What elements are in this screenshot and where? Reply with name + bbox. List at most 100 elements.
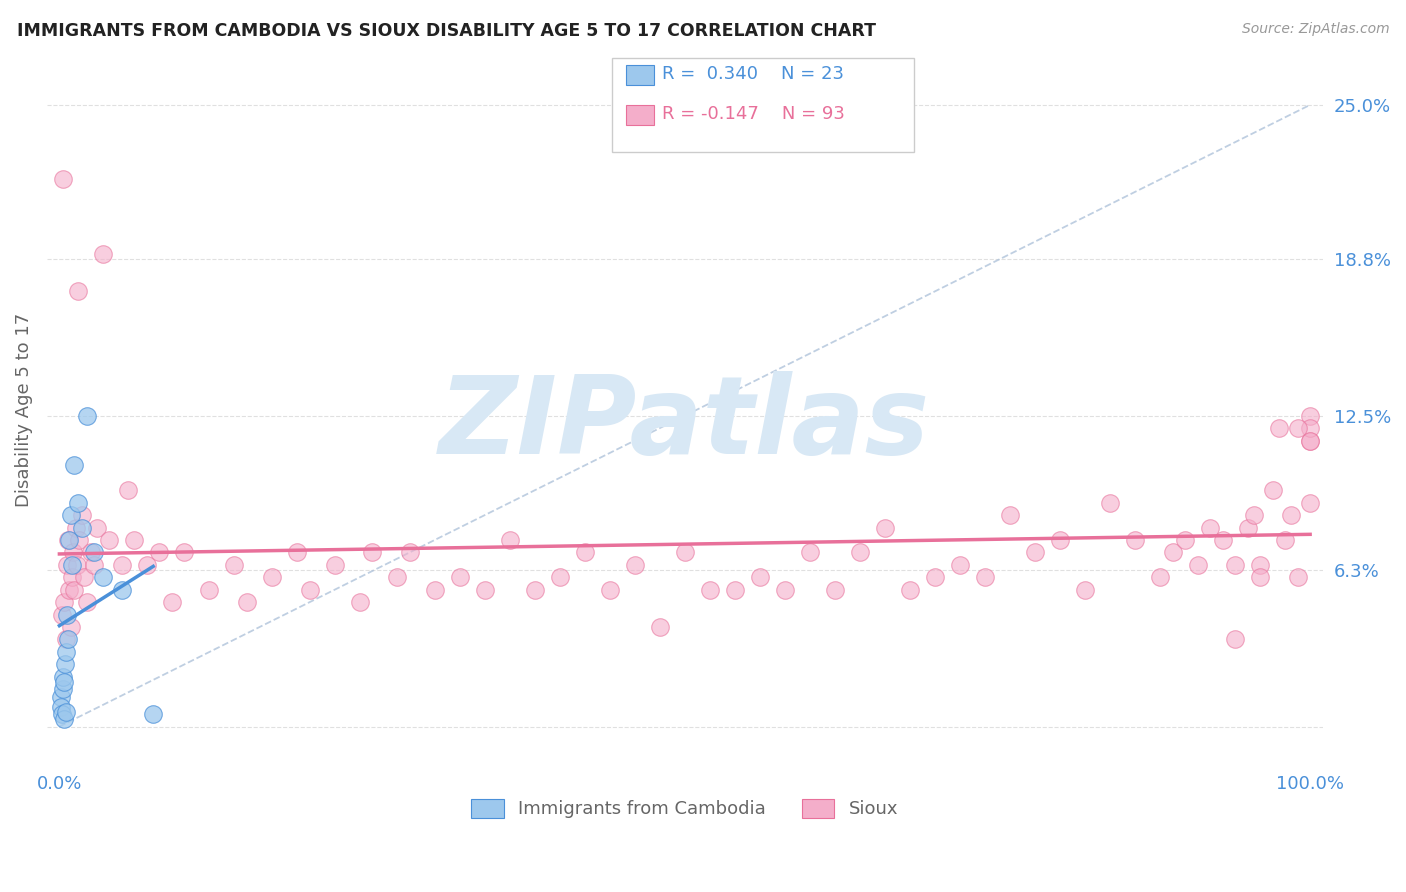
Point: [773, 582, 796, 597]
Point: [1024, 545, 1046, 559]
Point: [51, 682, 73, 697]
Point: [91, 570, 114, 584]
Point: [498, 533, 520, 547]
Point: [349, 595, 371, 609]
Point: [136, 558, 159, 572]
Point: [117, 483, 139, 498]
Point: [53, 595, 76, 609]
Point: [91, 247, 114, 261]
Point: [1299, 421, 1322, 435]
Point: [1279, 508, 1302, 523]
Point: [56, 533, 79, 547]
Point: [111, 558, 134, 572]
Point: [548, 570, 571, 584]
Point: [59, 508, 82, 523]
Point: [523, 582, 546, 597]
Point: [849, 545, 872, 559]
Point: [1261, 483, 1284, 498]
Point: [51, 607, 73, 622]
Point: [67, 496, 90, 510]
Point: [474, 582, 496, 597]
Point: [385, 570, 408, 584]
Point: [79, 545, 101, 559]
Point: [111, 582, 134, 597]
Point: [1299, 409, 1322, 423]
Point: [1236, 520, 1258, 534]
Point: [58, 582, 80, 597]
Point: [76, 595, 98, 609]
Text: ZIPatlas: ZIPatlas: [439, 371, 931, 476]
Point: [1123, 533, 1146, 547]
Point: [52, 172, 75, 186]
Point: [1299, 496, 1322, 510]
Point: [699, 582, 721, 597]
Point: [623, 558, 645, 572]
Point: [60, 570, 83, 584]
Point: [323, 558, 346, 572]
Point: [63, 458, 86, 473]
Point: [1286, 421, 1309, 435]
Point: [574, 545, 596, 559]
Point: [449, 570, 471, 584]
Point: [160, 595, 183, 609]
Point: [1249, 570, 1271, 584]
Point: [1149, 570, 1171, 584]
Point: [124, 533, 146, 547]
Point: [142, 707, 165, 722]
Point: [1049, 533, 1071, 547]
Point: [148, 545, 170, 559]
Point: [55, 705, 77, 719]
Point: [1223, 558, 1246, 572]
Text: IMMIGRANTS FROM CAMBODIA VS SIOUX DISABILITY AGE 5 TO 17 CORRELATION CHART: IMMIGRANTS FROM CAMBODIA VS SIOUX DISABI…: [17, 22, 876, 40]
Point: [1174, 533, 1197, 547]
Point: [1249, 558, 1271, 572]
Point: [924, 570, 946, 584]
Point: [673, 545, 696, 559]
Point: [55, 645, 77, 659]
Point: [70, 520, 93, 534]
Point: [1268, 421, 1291, 435]
Point: [73, 570, 96, 584]
Point: [56, 607, 79, 622]
Point: [398, 545, 420, 559]
Point: [98, 533, 121, 547]
Point: [173, 545, 195, 559]
Text: R = -0.147    N = 93: R = -0.147 N = 93: [662, 105, 845, 123]
Point: [260, 570, 283, 584]
Point: [1274, 533, 1296, 547]
Point: [53, 674, 76, 689]
Point: [224, 558, 246, 572]
Point: [60, 558, 83, 572]
Point: [236, 595, 259, 609]
Point: [998, 508, 1021, 523]
Point: [56, 632, 79, 647]
Point: [59, 620, 82, 634]
Point: [799, 545, 821, 559]
Point: [55, 632, 77, 647]
Point: [53, 657, 76, 672]
Point: [67, 533, 90, 547]
Point: [63, 582, 86, 597]
Point: [1299, 434, 1322, 448]
Point: [1098, 496, 1121, 510]
Point: [648, 620, 671, 634]
Point: [49, 690, 72, 704]
Legend: Immigrants from Cambodia, Sioux: Immigrants from Cambodia, Sioux: [464, 792, 905, 826]
Point: [62, 545, 84, 559]
Point: [198, 582, 221, 597]
Point: [748, 570, 770, 584]
Point: [83, 558, 105, 572]
Text: Source: ZipAtlas.com: Source: ZipAtlas.com: [1241, 22, 1389, 37]
Point: [58, 533, 80, 547]
Point: [67, 285, 90, 299]
Point: [974, 570, 997, 584]
Point: [1187, 558, 1209, 572]
Text: R =  0.340    N = 23: R = 0.340 N = 23: [662, 65, 844, 83]
Point: [824, 582, 846, 597]
Point: [298, 582, 321, 597]
Point: [1243, 508, 1265, 523]
Point: [86, 520, 108, 534]
Point: [423, 582, 446, 597]
Point: [51, 699, 73, 714]
Point: [599, 582, 621, 597]
